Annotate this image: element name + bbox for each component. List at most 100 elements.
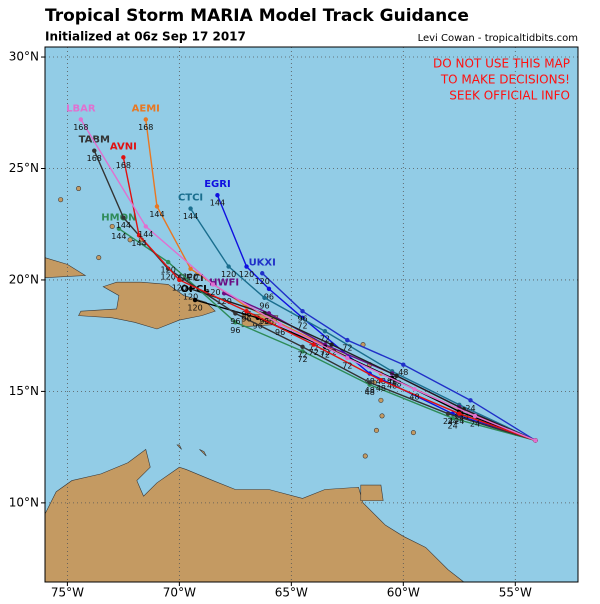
y-tick-label: 20°N — [9, 272, 39, 286]
track-name: AVNI — [110, 141, 137, 152]
hour-label: 48 — [387, 382, 397, 391]
hour-label: 144 — [111, 232, 126, 241]
hour-label: 144 — [138, 230, 153, 239]
track-point — [192, 297, 198, 303]
track-point — [472, 413, 478, 419]
hour-label: 120 — [205, 288, 220, 297]
track-point — [143, 224, 148, 229]
hour-label: 120 — [239, 270, 254, 279]
hour-label: 72 — [342, 344, 352, 353]
track-point — [468, 398, 473, 403]
credit: Levi Cowan - tropicaltidbits.com — [418, 33, 578, 44]
title: Tropical Storm MARIA Model Track Guidanc… — [45, 6, 469, 26]
island — [58, 197, 64, 203]
hour-label: 24 — [454, 417, 464, 426]
hour-label: 168 — [138, 123, 153, 132]
track-name: LBAR — [66, 103, 96, 114]
island — [96, 255, 102, 261]
track-name: OFCI — [177, 273, 203, 284]
hour-label: 120 — [255, 277, 270, 286]
land — [44, 186, 465, 583]
hour-label: 48 — [376, 384, 386, 393]
hour-label: 168 — [116, 161, 131, 170]
track-point — [457, 411, 462, 416]
y-tick-label: 10°N — [9, 495, 39, 509]
track-point — [188, 286, 193, 292]
hour-label: 144 — [149, 210, 164, 219]
island — [373, 427, 379, 433]
track-point — [210, 282, 216, 287]
frame — [44, 46, 579, 583]
hour-label: 120 — [161, 272, 176, 281]
x-tick-label: 60°W — [387, 586, 420, 600]
hour-label: 144 — [131, 239, 146, 248]
track-point — [136, 233, 142, 238]
x-tick-label: 70°W — [163, 586, 196, 600]
hour-label: 72 — [297, 321, 307, 330]
track-name: TABM — [79, 135, 110, 146]
hour-label: 48 — [392, 379, 402, 388]
track-point — [215, 193, 220, 198]
hour-label: 96 — [275, 328, 285, 337]
track-point — [367, 380, 372, 385]
track-name: CTCI — [178, 193, 203, 204]
landmass — [44, 448, 465, 583]
track-point — [121, 155, 126, 160]
subtitle: Initialized at 06z Sep 17 2017 — [45, 30, 246, 44]
hour-label: 72 — [309, 344, 319, 353]
hour-label: 72 — [327, 348, 337, 357]
track-name: HMON — [101, 213, 136, 224]
hour-label: 96 — [264, 317, 274, 326]
hour-label: 168 — [87, 154, 102, 163]
hour-label: 48 — [387, 377, 397, 386]
hour-label: 96 — [259, 301, 269, 310]
track-point — [188, 266, 193, 272]
island — [76, 186, 82, 192]
x-tick-label: 65°W — [275, 586, 308, 600]
track-point — [300, 308, 305, 314]
track-point — [412, 386, 417, 392]
island — [127, 237, 133, 243]
hour-label: 72 — [297, 355, 307, 364]
track-point — [345, 337, 350, 343]
track-line — [122, 157, 536, 442]
track-point — [78, 117, 84, 122]
hour-label: 24 — [465, 404, 475, 413]
track-point — [154, 204, 160, 209]
track-point — [244, 308, 249, 314]
hour-label: 48 — [398, 368, 408, 377]
x-tick-label: 55°W — [499, 586, 532, 600]
track-point — [143, 117, 148, 122]
hour-label: 168 — [73, 123, 88, 132]
track-point — [311, 342, 316, 347]
track-line — [93, 150, 536, 442]
track-point — [394, 373, 399, 379]
track-point — [345, 355, 350, 361]
track-point — [116, 226, 122, 231]
hour-label: 96 — [230, 317, 240, 326]
track-point — [177, 277, 182, 283]
track-point — [165, 266, 171, 272]
hour-label: 120 — [172, 283, 187, 292]
track-point — [322, 329, 328, 334]
track-point — [300, 344, 305, 350]
hour-label: 48 — [409, 393, 419, 402]
track-point — [329, 342, 334, 347]
track-name: AEMI — [132, 103, 160, 114]
hour-label: 24 — [470, 419, 480, 428]
track-point — [445, 411, 451, 416]
track-point — [378, 378, 384, 383]
island — [378, 397, 384, 403]
track-point — [450, 415, 455, 421]
track-point — [233, 311, 238, 316]
hour-label: 72 — [320, 350, 330, 359]
y-tick-label: 25°N — [9, 161, 39, 175]
track-point — [533, 438, 538, 443]
hour-label: 144 — [210, 199, 225, 208]
hour-label: 24 — [459, 413, 469, 422]
track-point — [121, 215, 126, 220]
track-point — [260, 271, 265, 276]
warning-line: DO NOT USE THIS MAP — [433, 57, 570, 71]
y-tick-label: 30°N — [9, 50, 39, 64]
grid — [41, 47, 578, 586]
